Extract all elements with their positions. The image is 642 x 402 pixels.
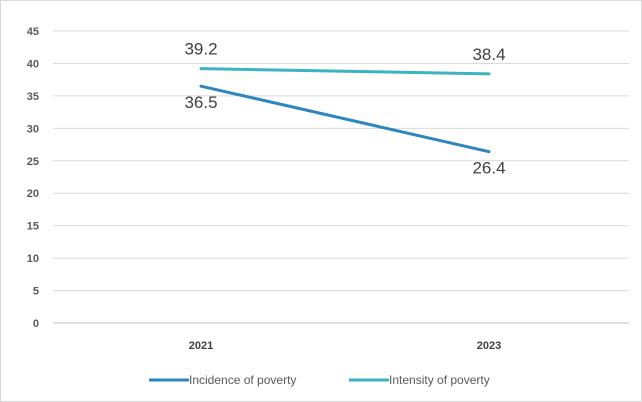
data-labels: 36.5 26.4 39.2 38.4 bbox=[184, 40, 505, 178]
gridlines bbox=[53, 30, 629, 324]
y-tick-label: 45 bbox=[27, 26, 39, 38]
data-label: 39.2 bbox=[184, 40, 217, 59]
legend: Incidence of poverty Intensity of poverty bbox=[149, 373, 490, 387]
series-lines bbox=[199, 67, 491, 154]
series-line-1 bbox=[199, 67, 491, 76]
series-line-0 bbox=[199, 84, 491, 154]
y-tick-label: 30 bbox=[27, 123, 39, 135]
y-tick-label: 20 bbox=[27, 188, 39, 200]
y-tick-label: 0 bbox=[33, 318, 39, 330]
legend-label: Intensity of poverty bbox=[389, 373, 490, 387]
x-tick-label: 2021 bbox=[189, 340, 213, 352]
y-tick-label: 40 bbox=[27, 58, 39, 70]
y-tick-label: 15 bbox=[27, 221, 39, 233]
x-tick-label: 2023 bbox=[477, 340, 501, 352]
data-label: 26.4 bbox=[472, 159, 505, 178]
y-tick-label: 25 bbox=[27, 156, 39, 168]
y-axis: 0 5 10 15 20 25 30 35 40 45 bbox=[27, 26, 39, 330]
y-tick-label: 35 bbox=[27, 91, 39, 103]
y-tick-label: 10 bbox=[27, 253, 39, 265]
legend-label: Incidence of poverty bbox=[189, 373, 296, 387]
data-label: 38.4 bbox=[472, 45, 505, 64]
y-tick-label: 5 bbox=[33, 286, 39, 298]
data-label: 36.5 bbox=[184, 93, 217, 112]
x-axis: 2021 2023 bbox=[189, 340, 501, 352]
